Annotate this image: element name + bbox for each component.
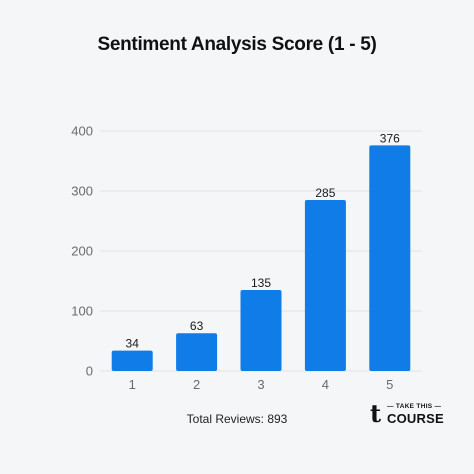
- x-tick-label: 4: [322, 377, 329, 392]
- x-tick-label: 2: [193, 377, 200, 392]
- y-tick-label: 0: [86, 364, 93, 379]
- logo-bottom-text: COURSE: [387, 411, 444, 426]
- data-label: 285: [315, 186, 335, 200]
- bar-5: [369, 145, 411, 371]
- data-label: 135: [251, 276, 271, 290]
- x-axis: 1 2 3 4 5: [129, 377, 394, 392]
- bar-2: [176, 333, 218, 371]
- logo-t-icon: t: [370, 399, 382, 428]
- y-axis: 0 100 200 300 400: [71, 124, 93, 379]
- y-tick-label: 100: [71, 304, 93, 319]
- bar-4: [304, 200, 346, 371]
- bar-1: [111, 350, 153, 371]
- total-reviews-label: Total Reviews: 893: [186, 412, 288, 426]
- x-tick-label: 3: [257, 377, 264, 392]
- y-tick-label: 200: [71, 244, 93, 259]
- y-tick-label: 400: [71, 124, 93, 139]
- x-tick-label: 1: [129, 377, 136, 392]
- logo-top-text: — TAKE THIS —: [387, 403, 442, 410]
- bar-3: [240, 290, 282, 371]
- x-tick-label: 5: [386, 377, 393, 392]
- data-label: 376: [380, 131, 400, 145]
- bars: [111, 145, 411, 371]
- y-tick-label: 300: [71, 184, 93, 199]
- data-label: 63: [190, 319, 204, 333]
- chart-title: Sentiment Analysis Score (1 - 5): [97, 34, 377, 55]
- data-labels: 34 63 135 285 376: [126, 131, 401, 350]
- data-label: 34: [126, 337, 140, 351]
- take-this-course-logo: t — TAKE THIS — COURSE: [370, 399, 444, 431]
